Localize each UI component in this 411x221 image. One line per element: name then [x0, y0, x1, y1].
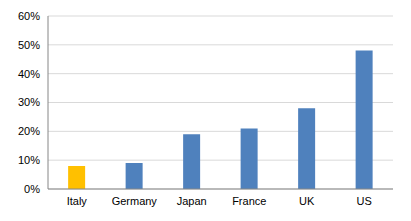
svg-text:UK: UK [299, 195, 315, 207]
svg-text:30%: 30% [18, 96, 40, 108]
svg-text:US: US [357, 195, 372, 207]
svg-text:Italy: Italy [67, 195, 88, 207]
svg-text:0%: 0% [24, 183, 40, 195]
svg-text:10%: 10% [18, 154, 40, 166]
svg-text:40%: 40% [18, 68, 40, 80]
svg-text:50%: 50% [18, 39, 40, 51]
svg-text:20%: 20% [18, 125, 40, 137]
svg-text:Germany: Germany [112, 195, 158, 207]
svg-text:Japan: Japan [177, 195, 207, 207]
svg-text:60%: 60% [18, 10, 40, 22]
svg-text:France: France [232, 195, 266, 207]
